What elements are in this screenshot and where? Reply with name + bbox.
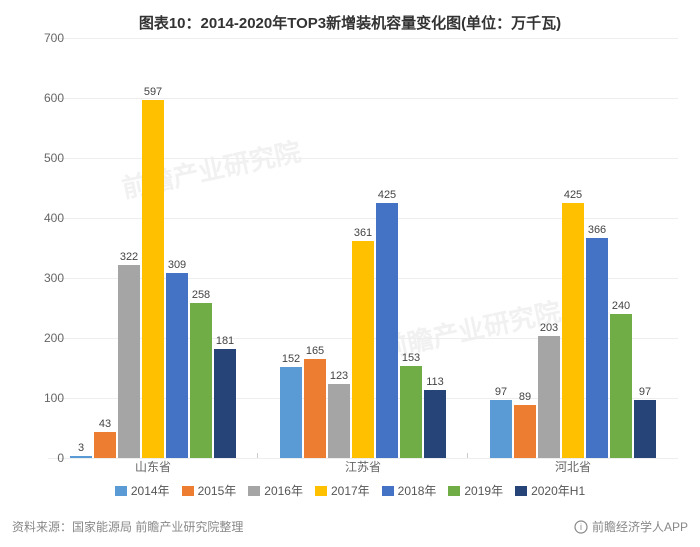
bar-value-label: 366 xyxy=(588,224,606,236)
bar: 113 xyxy=(424,390,446,458)
bar-value-label: 43 xyxy=(99,418,111,430)
bar-value-label: 425 xyxy=(378,189,396,201)
info-icon: i xyxy=(574,520,588,534)
legend-item: 2017年 xyxy=(315,482,370,499)
bar-value-label: 3 xyxy=(78,442,84,454)
y-tick-label: 500 xyxy=(34,151,64,165)
legend-label: 2015年 xyxy=(198,482,237,499)
bar: 153 xyxy=(400,366,422,458)
x-axis-labels: 山东省江苏省河北省 xyxy=(48,458,678,478)
bar-value-label: 153 xyxy=(402,352,420,364)
bar-value-label: 123 xyxy=(330,370,348,382)
legend-label: 2017年 xyxy=(331,482,370,499)
bar: 258 xyxy=(190,303,212,458)
bar: 89 xyxy=(514,405,536,458)
bar-value-label: 425 xyxy=(564,189,582,201)
chart-container: 图表10：2014-2020年TOP3新增装机容量变化图(单位：万千瓦) 前瞻产… xyxy=(0,0,700,547)
bar: 597 xyxy=(142,100,164,458)
bar-value-label: 309 xyxy=(168,259,186,271)
y-tick-label: 700 xyxy=(34,31,64,45)
legend-swatch xyxy=(315,486,327,496)
legend-item: 2019年 xyxy=(448,482,503,499)
legend-swatch xyxy=(115,486,127,496)
bar: 152 xyxy=(280,367,302,458)
svg-text:i: i xyxy=(580,522,582,532)
bar: 240 xyxy=(610,314,632,458)
bar-value-label: 258 xyxy=(192,289,210,301)
bar-groups: 3433225973092581811521651233614251531139… xyxy=(48,38,678,458)
legend-swatch xyxy=(182,486,194,496)
bar: 203 xyxy=(538,336,560,458)
bar: 309 xyxy=(166,273,188,458)
chart-title: 图表10：2014-2020年TOP3新增装机容量变化图(单位：万千瓦) xyxy=(0,0,700,33)
source-text: 资料来源：国家能源局 前瞻产业研究院整理 xyxy=(12,518,243,535)
legend-item: 2014年 xyxy=(115,482,170,499)
legend-item: 2018年 xyxy=(382,482,437,499)
bar-value-label: 113 xyxy=(426,376,444,388)
y-tick-label: 200 xyxy=(34,331,64,345)
legend: 2014年 2015年 2016年 2017年 2018年 2019年 2020年H1 xyxy=(0,482,700,499)
bar-value-label: 240 xyxy=(612,300,630,312)
bar-group: 343322597309258181 xyxy=(48,38,258,458)
legend-item: 2015年 xyxy=(182,482,237,499)
legend-label: 2019年 xyxy=(464,482,503,499)
bar-value-label: 97 xyxy=(639,386,651,398)
bar-value-label: 361 xyxy=(354,227,372,239)
legend-label: 2018年 xyxy=(398,482,437,499)
bar: 366 xyxy=(586,238,608,458)
x-tick-label: 山东省 xyxy=(48,458,258,478)
bar: 361 xyxy=(352,241,374,458)
bar: 123 xyxy=(328,384,350,458)
bar-value-label: 89 xyxy=(519,391,531,403)
y-tick-label: 400 xyxy=(34,211,64,225)
y-tick-label: 600 xyxy=(34,91,64,105)
bar-value-label: 97 xyxy=(495,386,507,398)
legend-swatch xyxy=(248,486,260,496)
x-tick-label: 河北省 xyxy=(468,458,678,478)
bar-value-label: 322 xyxy=(120,251,138,263)
bar: 425 xyxy=(376,203,398,458)
bar: 425 xyxy=(562,203,584,458)
bar-value-label: 152 xyxy=(282,353,300,365)
bar: 181 xyxy=(214,349,236,458)
bar-value-label: 597 xyxy=(144,86,162,98)
x-tick-label: 江苏省 xyxy=(258,458,468,478)
legend-swatch xyxy=(382,486,394,496)
credit-text: 前瞻经济学人APP xyxy=(592,518,688,535)
credit: i 前瞻经济学人APP xyxy=(574,518,688,535)
bar: 43 xyxy=(94,432,116,458)
legend-swatch xyxy=(515,486,527,496)
plot-area: 3433225973092581811521651233614251531139… xyxy=(48,38,678,458)
bar: 97 xyxy=(634,400,656,458)
legend-swatch xyxy=(448,486,460,496)
bar: 165 xyxy=(304,359,326,458)
footer: 资料来源：国家能源局 前瞻产业研究院整理 i 前瞻经济学人APP xyxy=(12,518,688,535)
bar-group: 978920342536624097 xyxy=(468,38,678,458)
legend-item: 2020年H1 xyxy=(515,482,585,499)
bar-group: 152165123361425153113 xyxy=(258,38,468,458)
bar-value-label: 165 xyxy=(306,345,324,357)
bar: 322 xyxy=(118,265,140,458)
legend-label: 2020年H1 xyxy=(531,482,585,499)
bar-value-label: 203 xyxy=(540,322,558,334)
bar-value-label: 181 xyxy=(216,335,234,347)
y-tick-label: 300 xyxy=(34,271,64,285)
bar: 97 xyxy=(490,400,512,458)
legend-label: 2016年 xyxy=(264,482,303,499)
y-tick-label: 100 xyxy=(34,391,64,405)
legend-label: 2014年 xyxy=(131,482,170,499)
legend-item: 2016年 xyxy=(248,482,303,499)
